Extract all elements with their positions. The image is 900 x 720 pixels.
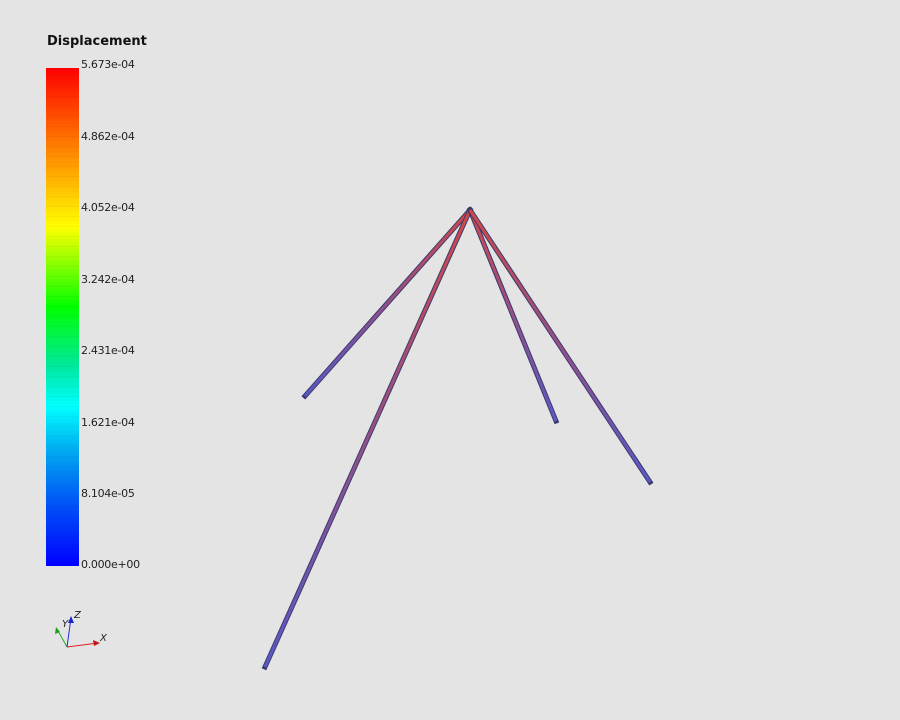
x-axis-label: X (99, 633, 108, 644)
truss-member-1-fill (303, 209, 472, 397)
legend-tick-label: 0.000e+00 (81, 558, 140, 571)
legend-tick-label: 4.862e-04 (81, 130, 135, 143)
legend-tick-label: 4.052e-04 (81, 201, 135, 214)
truss-structure[interactable] (261, 206, 654, 671)
truss-member-3-fill (468, 209, 558, 422)
legend-tick-label: 8.104e-05 (81, 487, 135, 500)
legend-tick-label: 5.673e-04 (81, 58, 135, 71)
truss-member-4-fill (468, 209, 652, 483)
color-scale-bands (46, 68, 79, 566)
legend-tick-label: 3.242e-04 (81, 273, 135, 286)
y-axis-label: Y (62, 619, 69, 630)
legend-tick-label: 2.431e-04 (81, 344, 135, 357)
legend-title: Displacement (47, 34, 147, 49)
x-axis-arrow (93, 640, 100, 646)
z-axis-arrow (68, 616, 74, 623)
y-axis-arrow (55, 627, 60, 634)
orientation-axes-icon: X Y Z (55, 610, 108, 648)
x-axis-line (66, 642, 99, 648)
z-axis-label: Z (73, 610, 82, 621)
truss-member-2-fill (263, 209, 472, 668)
color-scale-bar (46, 68, 79, 566)
legend-tick-label: 1.621e-04 (81, 416, 135, 429)
